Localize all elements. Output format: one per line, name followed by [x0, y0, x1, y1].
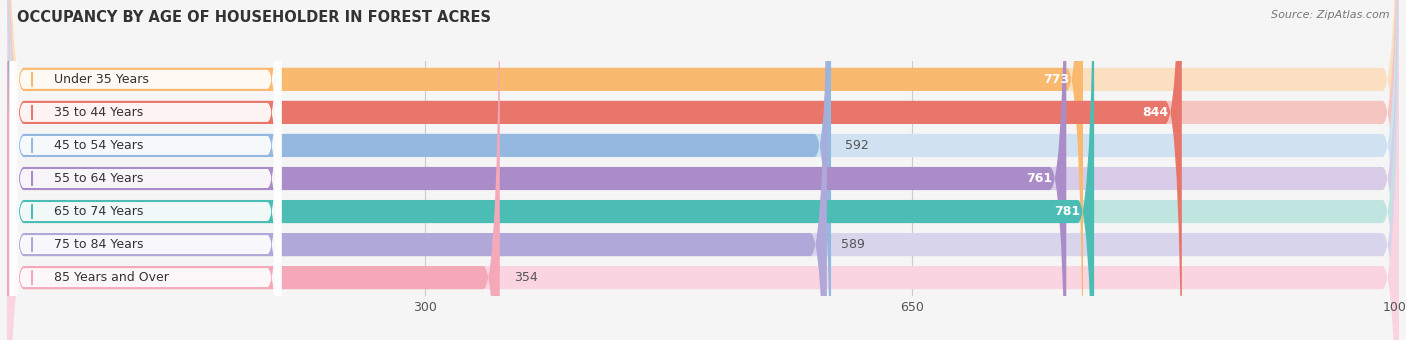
Text: 589: 589 — [841, 238, 865, 251]
Text: 354: 354 — [513, 271, 537, 284]
FancyBboxPatch shape — [7, 0, 1399, 340]
Text: 45 to 54 Years: 45 to 54 Years — [55, 139, 143, 152]
Text: 761: 761 — [1026, 172, 1052, 185]
Text: 844: 844 — [1142, 106, 1168, 119]
FancyBboxPatch shape — [7, 0, 1399, 340]
FancyBboxPatch shape — [10, 0, 281, 340]
Text: Source: ZipAtlas.com: Source: ZipAtlas.com — [1271, 10, 1389, 20]
FancyBboxPatch shape — [7, 0, 499, 340]
Text: 85 Years and Over: 85 Years and Over — [55, 271, 169, 284]
FancyBboxPatch shape — [7, 0, 1399, 340]
FancyBboxPatch shape — [10, 0, 281, 340]
Text: OCCUPANCY BY AGE OF HOUSEHOLDER IN FOREST ACRES: OCCUPANCY BY AGE OF HOUSEHOLDER IN FORES… — [17, 10, 491, 25]
Text: Under 35 Years: Under 35 Years — [55, 73, 149, 86]
Text: 773: 773 — [1043, 73, 1069, 86]
FancyBboxPatch shape — [10, 0, 281, 340]
FancyBboxPatch shape — [7, 0, 1182, 340]
FancyBboxPatch shape — [7, 0, 827, 340]
Text: 592: 592 — [845, 139, 869, 152]
FancyBboxPatch shape — [7, 0, 831, 340]
FancyBboxPatch shape — [10, 0, 281, 340]
Text: 65 to 74 Years: 65 to 74 Years — [55, 205, 143, 218]
FancyBboxPatch shape — [7, 0, 1399, 340]
FancyBboxPatch shape — [7, 0, 1399, 340]
FancyBboxPatch shape — [7, 0, 1399, 340]
Text: 75 to 84 Years: 75 to 84 Years — [55, 238, 143, 251]
Text: 55 to 64 Years: 55 to 64 Years — [55, 172, 143, 185]
FancyBboxPatch shape — [7, 0, 1083, 340]
FancyBboxPatch shape — [10, 0, 281, 340]
FancyBboxPatch shape — [10, 0, 281, 340]
FancyBboxPatch shape — [10, 0, 281, 340]
FancyBboxPatch shape — [7, 0, 1066, 340]
FancyBboxPatch shape — [7, 0, 1094, 340]
Text: 35 to 44 Years: 35 to 44 Years — [55, 106, 143, 119]
FancyBboxPatch shape — [7, 0, 1399, 340]
Text: 781: 781 — [1054, 205, 1080, 218]
